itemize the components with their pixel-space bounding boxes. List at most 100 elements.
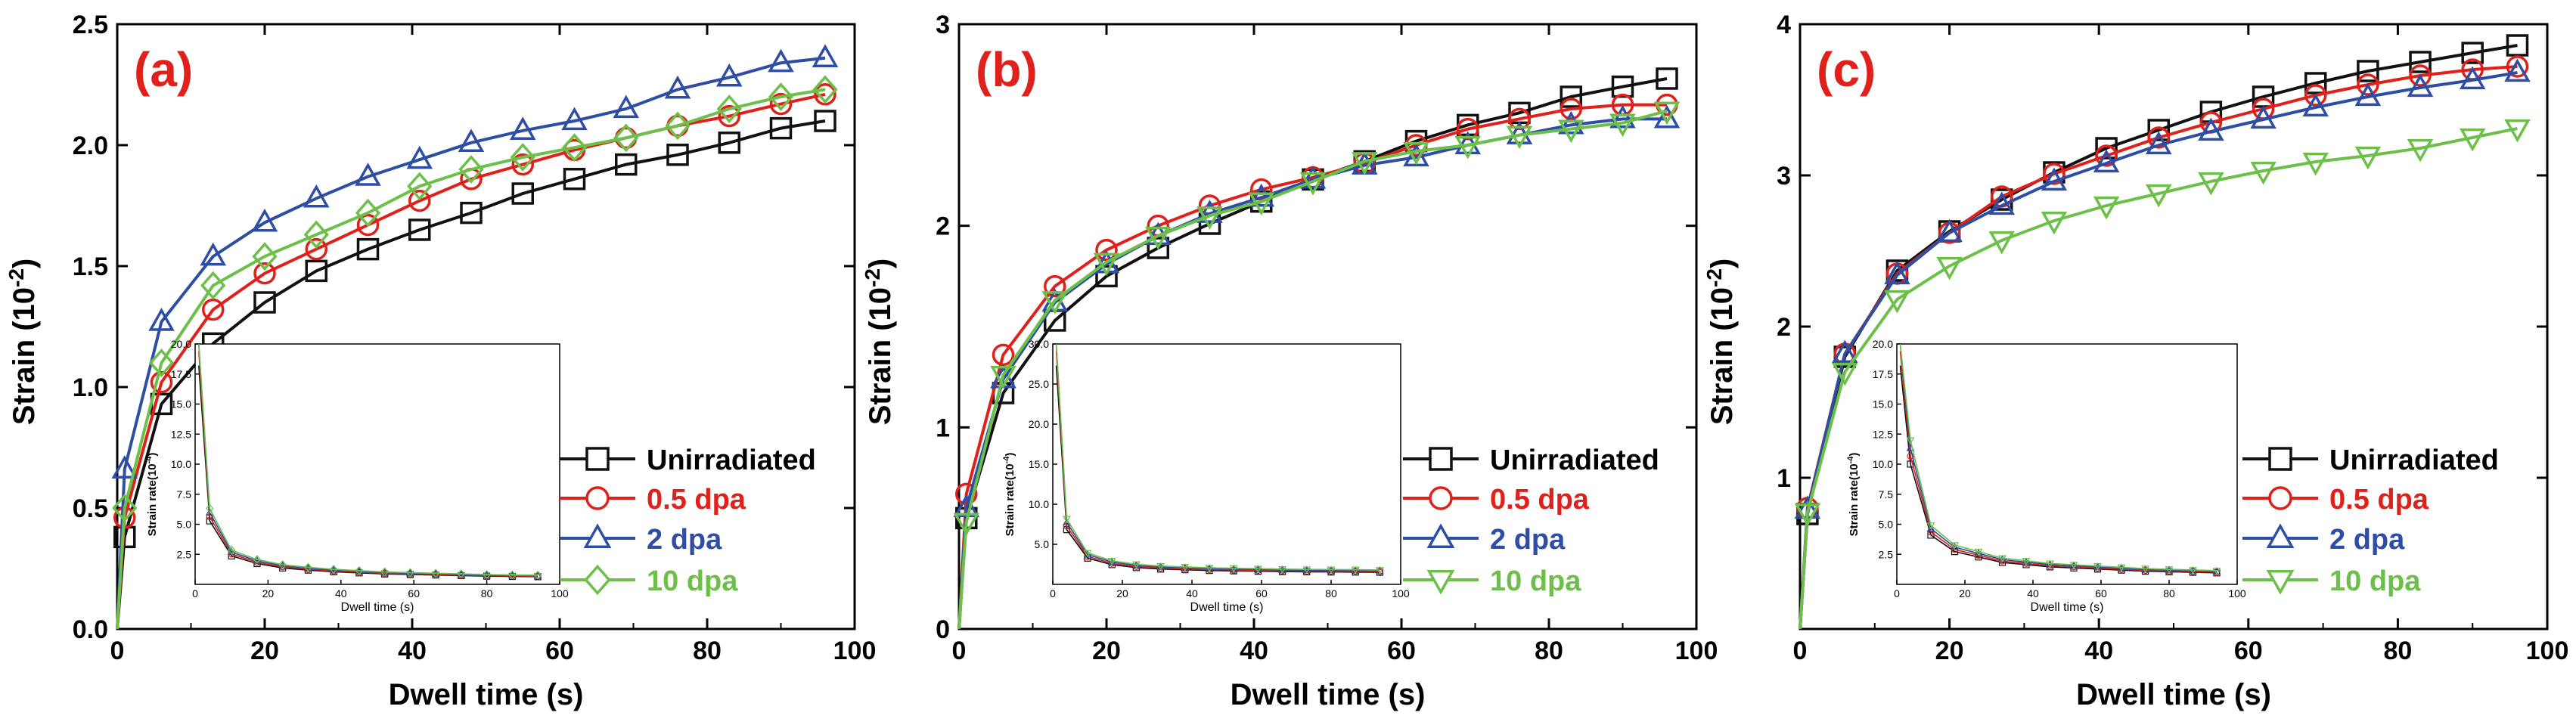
panel-a-x-axis-label: Dwell time (s) xyxy=(389,678,584,711)
panel-a-y-tick-label: 0.5 xyxy=(73,494,108,523)
panel-c-y-tick-label: 2 xyxy=(1777,313,1791,342)
panel-a-inset-x-tick-label: 100 xyxy=(551,587,569,599)
panel-c-series-line-2-dpa xyxy=(1799,71,2518,630)
panel-a-marker-2-dpa xyxy=(406,145,433,169)
panel-a-marker-2-dpa xyxy=(561,107,588,131)
panel-c-inset-marker-2-dpa xyxy=(1951,543,1959,550)
panel-c-marker-10-dpa xyxy=(2093,196,2120,220)
panel-a-marker-unirradiated xyxy=(769,116,793,140)
panel-a-inset-marker-10-dpa xyxy=(228,546,236,555)
panel-c-series xyxy=(1794,34,2531,630)
panel-a-inset-line-10-dpa xyxy=(198,343,538,576)
panel-a-marker-2-dpa xyxy=(111,455,138,479)
panel-b-legend-label-10-dpa: 10 dpa xyxy=(1490,565,1581,597)
panel-a-marker-2-dpa xyxy=(509,116,536,140)
panel-a-marker-10-dpa xyxy=(252,242,278,271)
panel-b-marker-10-dpa xyxy=(1299,172,1327,196)
panel-c-inset-marker-10-dpa xyxy=(2093,562,2102,571)
panel-c-x-axis-label: Dwell time (s) xyxy=(2076,678,2271,711)
panel-b-x-tick-label: 60 xyxy=(1387,637,1416,665)
panel-c-legend-marker-unirradiated xyxy=(2268,447,2292,471)
panel-a-marker-unirradiated xyxy=(563,168,586,191)
panel-b-marker-10-dpa xyxy=(1454,135,1482,160)
panel-a-marker-2-dpa xyxy=(768,48,794,73)
panel-c-marker-2-dpa xyxy=(1988,191,2016,215)
panel-b-marker-10-dpa xyxy=(1093,252,1120,277)
panel-b-inset-marker-10-dpa xyxy=(1302,566,1311,574)
panel-c-marker-10-dpa xyxy=(2504,119,2531,143)
panel-a-x-tick-label: 20 xyxy=(250,637,279,665)
panel-c-marker-2-dpa xyxy=(2145,131,2172,155)
panel-b-inset-marker-10-dpa xyxy=(1375,567,1384,575)
panel-b-series-line-10-dpa xyxy=(957,109,1668,630)
panel-b-inset-marker-10-dpa xyxy=(1278,565,1287,574)
panel-b-marker-0-5-dpa xyxy=(1043,274,1066,298)
panel-b-inset-marker-0-5-dpa xyxy=(1352,568,1359,575)
panel-b-inset-marker-0-5-dpa xyxy=(1278,567,1286,575)
panel-c-marker-10-dpa xyxy=(1831,362,1858,386)
panel-b-marker-0-5-dpa xyxy=(954,482,978,506)
panel-a-y-tick-label: 1.5 xyxy=(73,252,108,281)
panel-c-inset-marker-10-dpa xyxy=(1998,555,2006,563)
panel-b-series xyxy=(953,67,1681,630)
panel-a-legend-marker-10-dpa xyxy=(584,564,611,596)
panel-a-legend-marker-0-5-dpa xyxy=(585,486,610,510)
panel-a-y-tick-label: 2.0 xyxy=(73,132,108,160)
panel-c-marker-2-dpa xyxy=(2250,105,2277,129)
panel-b-marker-10-dpa xyxy=(1557,119,1584,144)
panel-a-x-tick-label: 0 xyxy=(110,637,125,665)
panel-c-inset-x-tick-label: 80 xyxy=(2163,587,2175,599)
panel-b-marker-unirradiated xyxy=(1656,67,1678,90)
panel-b-marker-unirradiated xyxy=(1147,237,1169,259)
panel-a-legend-marker-unirradiated xyxy=(585,447,610,471)
panel-a-marker-unirradiated xyxy=(615,153,638,176)
panel-b-x-tick-label: 40 xyxy=(1240,637,1268,665)
panel-c-marker-2-dpa xyxy=(1884,261,1910,285)
panel-b-y-axis-label: Strain (10-2) xyxy=(861,259,897,426)
panel-a-inset-marker-10-dpa xyxy=(278,560,287,569)
panel-c-inset-marker-10-dpa xyxy=(1951,542,1959,550)
panel-c-marker-10-dpa xyxy=(2198,172,2224,196)
panel-c-inset-x-tick-label: 100 xyxy=(2228,587,2246,599)
panel-a-x-tick-label: 80 xyxy=(693,637,722,665)
panel-b-marker-2-dpa xyxy=(1299,165,1327,189)
panel-c-panel-label: (c) xyxy=(1817,42,1876,97)
panel-a-inset-y-tick-label: 15.0 xyxy=(171,398,191,410)
panel-c-inset-marker-0-5-dpa xyxy=(1907,452,1914,460)
panel-c-x-tick-label: 100 xyxy=(2526,637,2569,665)
panel-c-legend-marker-2-dpa xyxy=(2266,523,2295,548)
panel-a-inset-y-label: Strain rate(10-4) xyxy=(144,453,159,537)
panel-a-legend-label-10-dpa: 10 dpa xyxy=(647,565,738,597)
panel-b-inset-y-label: Strain rate(10-4) xyxy=(1002,453,1016,537)
panel-a-y-tick-label: 2.5 xyxy=(73,11,108,39)
panel-c-inset-marker-unirradiated xyxy=(1951,547,1959,556)
panel-c-inset-y-tick-label: 7.5 xyxy=(1879,488,1894,500)
panel-c-marker-10-dpa xyxy=(2459,128,2486,152)
panel-b-inset-marker-10-dpa xyxy=(1327,566,1336,575)
panel-b-legend-label-unirradiated: Unirradiated xyxy=(1490,445,1659,476)
panel-a-inset-marker-10-dpa xyxy=(329,565,338,574)
panel-c-y-ticks: 1 2 3 4 xyxy=(1777,11,2547,493)
panel-a-series xyxy=(111,44,839,630)
panel-a-marker-unirradiated xyxy=(666,144,689,166)
panel-c-marker-2-dpa xyxy=(2198,117,2224,141)
panel-c-inset-marker-10-dpa xyxy=(1926,522,1935,530)
panel-a-y-axis-label: Strain (10-2) xyxy=(5,259,41,426)
panel-b-inset-line-10-dpa xyxy=(1055,343,1380,571)
panel-a-x-tick-label: 100 xyxy=(833,637,877,665)
panel-c-inset-y-tick-label: 5.0 xyxy=(1879,519,1894,531)
panel-c-inset-marker-10-dpa xyxy=(1974,548,1983,556)
panel-b-inset-x-label: Dwell time (s) xyxy=(1190,601,1264,614)
panel-c-x-tick-label: 0 xyxy=(1793,637,1808,665)
panel-c-marker-2-dpa xyxy=(1831,339,1858,364)
panel-b-x-tick-label: 100 xyxy=(1675,637,1718,665)
panel-b-inset-marker-10-dpa xyxy=(1205,565,1214,572)
panel-c-legend: Unirradiated 0.5 dpa 2 dpa 10 dpa xyxy=(2242,445,2499,597)
panel-a-x-ticks: 0 20 40 60 80 100 xyxy=(110,24,877,665)
panel-c-marker-10-dpa xyxy=(1936,256,1963,280)
panel-b-legend-label-2-dpa: 2 dpa xyxy=(1490,524,1566,556)
panel-c-marker-10-dpa xyxy=(2041,211,2068,235)
panel-b-x-tick-label: 20 xyxy=(1092,637,1121,665)
panel-b-inset-y-tick-label: 20.0 xyxy=(1029,418,1049,430)
